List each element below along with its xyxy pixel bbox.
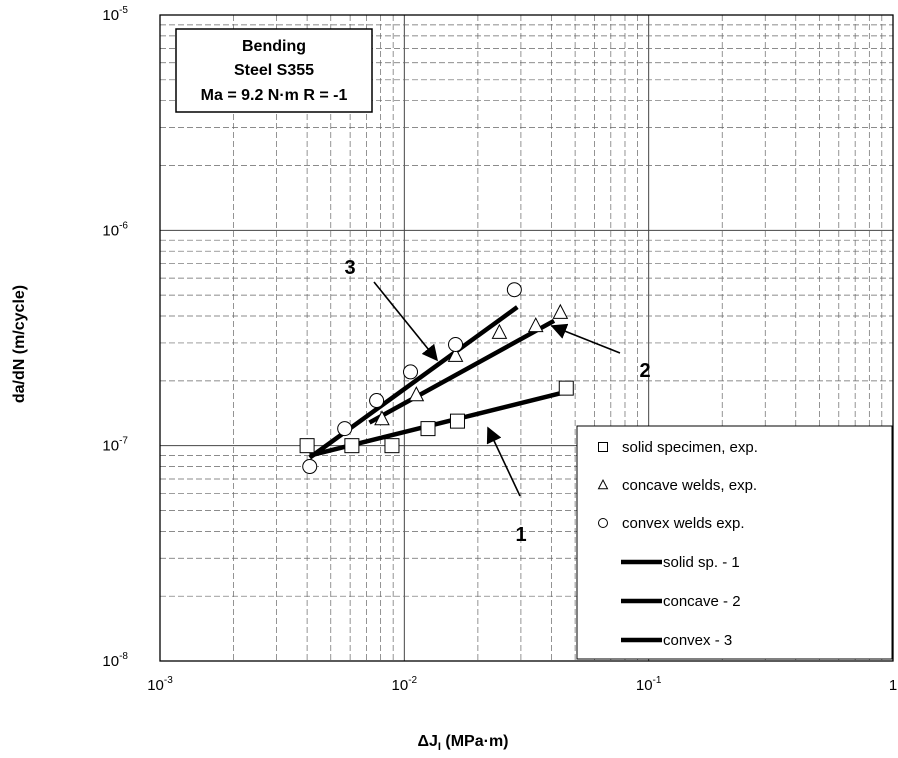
info-line-1: Bending — [242, 38, 306, 55]
legend-frame — [576, 425, 893, 660]
annotation-arrow — [373, 281, 439, 362]
x-axis-title-sub: I — [438, 741, 441, 753]
y-tick-base: 10 — [102, 438, 119, 455]
y-tick-base: 10 — [102, 653, 119, 670]
square-marker — [449, 413, 465, 429]
y-tick-label: 10-5 — [102, 5, 128, 24]
info-line-2: Steel S355 — [234, 62, 314, 79]
square-marker — [344, 438, 360, 454]
y-tick-label: 10-7 — [102, 436, 128, 455]
fit-line — [368, 318, 556, 425]
legend: solid specimen, exp. concave welds, exp. c… — [576, 425, 893, 660]
y-tick-label: 10-6 — [102, 220, 128, 239]
y-tick-exp: -5 — [119, 5, 128, 16]
x-axis-title-main: ΔJ — [417, 733, 437, 750]
circle-marker — [448, 336, 464, 352]
legend-label: concave - 2 — [663, 593, 741, 610]
y-tick-exp: -7 — [119, 436, 128, 447]
square-marker — [598, 442, 608, 452]
triangle-marker — [597, 478, 609, 490]
x-axis-title-rest: (MPa·m) — [441, 733, 509, 750]
tick-labels: 10-3 10-2 10-1 110-810-710-610-5 — [102, 5, 897, 694]
info-line-3: Ma = 9.2 N·m R = -1 — [201, 87, 348, 104]
circle-marker — [598, 518, 608, 528]
y-tick-exp: -8 — [119, 651, 128, 662]
x-tick-exp: -1 — [653, 675, 662, 686]
triangle-marker — [374, 410, 390, 426]
legend-label: concave welds, exp. — [622, 477, 757, 494]
x-tick-exp: -2 — [408, 675, 417, 686]
x-tick-base: 10 — [636, 677, 653, 694]
circle-marker — [337, 421, 353, 437]
y-tick-base: 10 — [102, 222, 119, 239]
y-tick-label: 10-8 — [102, 651, 128, 670]
legend-label: convex - 3 — [663, 632, 732, 649]
legend-label: solid specimen, exp. — [622, 439, 758, 456]
circle-marker — [506, 282, 522, 298]
annotations: 1 2 3 — [344, 257, 650, 546]
triangle-marker — [552, 303, 569, 319]
x-tick-label: 10-2 — [392, 675, 418, 694]
circle-marker — [302, 459, 318, 475]
y-tick-exp: -6 — [119, 220, 128, 231]
circle-marker — [369, 393, 385, 409]
y-axis-title: da/dN (m/cycle) — [11, 285, 28, 403]
circle-marker — [403, 364, 419, 380]
annotation-arrow — [486, 426, 521, 497]
x-tick-label: 10-3 — [147, 675, 173, 694]
triangle-marker — [491, 323, 508, 339]
legend-label: solid sp. - 1 — [663, 554, 740, 571]
x-tick-exp: -3 — [164, 675, 173, 686]
x-tick-base: 1 — [889, 677, 897, 694]
x-tick-base: 10 — [392, 677, 409, 694]
y-tick-base: 10 — [102, 7, 119, 24]
annotation-label: 2 — [639, 360, 650, 382]
data-markers — [299, 282, 574, 475]
annotation-label: 3 — [344, 257, 355, 279]
info-box-frame — [175, 28, 373, 113]
square-marker — [420, 421, 436, 437]
plot-frame — [159, 14, 894, 662]
annotation-label: 1 — [515, 524, 526, 546]
legend-label: convex welds exp. — [622, 515, 745, 532]
triangle-marker — [527, 317, 544, 333]
x-tick-base: 10 — [147, 677, 164, 694]
x-tick-label: 1 — [889, 677, 897, 694]
triangle-marker — [447, 346, 464, 362]
square-marker — [299, 438, 315, 454]
x-axis-title: ΔJI (MPa·m) — [417, 733, 508, 753]
square-marker — [384, 438, 400, 454]
annotation-arrow — [550, 323, 621, 354]
square-marker — [558, 380, 574, 396]
info-box: Bending Steel S355 Ma = 9.2 N·m R = -1 — [175, 28, 373, 113]
x-tick-label: 10-1 — [636, 675, 662, 694]
triangle-marker — [408, 386, 425, 402]
